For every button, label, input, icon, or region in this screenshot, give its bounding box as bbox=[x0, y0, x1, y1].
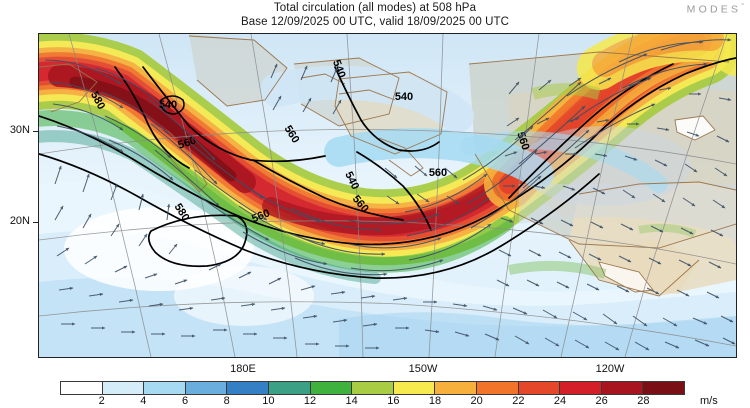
colorbar bbox=[60, 381, 685, 395]
colorbar-tick-16: 16 bbox=[387, 395, 400, 407]
colorbar-tick-20: 20 bbox=[470, 395, 483, 407]
colorbar-tick-10: 10 bbox=[262, 395, 275, 407]
svg-text:560: 560 bbox=[514, 130, 531, 151]
map-field-svg: 580 540 540 540 560 560 540 560 560 560 … bbox=[39, 34, 736, 357]
wind-grid-arrows bbox=[54, 63, 736, 351]
wind-vector-arrows bbox=[44, 38, 732, 276]
colorbar-scale bbox=[60, 381, 685, 395]
page-title: Total circulation (all modes) at 508 hPa bbox=[273, 2, 477, 14]
lat-tick-30n bbox=[33, 131, 38, 132]
svg-text:540: 540 bbox=[395, 91, 413, 103]
colorbar-tick-6: 6 bbox=[181, 395, 189, 407]
colorbar-tick-18: 18 bbox=[428, 395, 442, 407]
colorbar-cell-1 bbox=[102, 382, 145, 394]
colorbar-tick-labels: 2 4 6 8 10 12 14 16 18 20 22 24 26 28 bbox=[60, 395, 685, 408]
colorbar-cell-11 bbox=[518, 382, 561, 394]
modes-logo-mark: ° bbox=[741, 3, 744, 10]
colorbar-cell-14 bbox=[643, 382, 684, 394]
colorbar-cell-3 bbox=[185, 382, 228, 394]
axis-label-lat-30n: 30N bbox=[9, 124, 30, 136]
colorbar-cell-13 bbox=[601, 382, 644, 394]
colorbar-cell-2 bbox=[144, 382, 186, 394]
colorbar-tick-4: 4 bbox=[140, 395, 147, 407]
colorbar-cell-5 bbox=[268, 382, 311, 394]
graticule bbox=[39, 34, 736, 357]
colorbar-tick-12: 12 bbox=[303, 395, 317, 407]
colorbar-cell-7 bbox=[352, 382, 394, 394]
colorbar-tick-22: 22 bbox=[512, 395, 525, 407]
axis-label-lon-180e: 180E bbox=[230, 363, 256, 375]
modes-logo-text: MODES bbox=[686, 3, 742, 16]
colorbar-cell-0 bbox=[61, 382, 103, 394]
coastlines bbox=[39, 35, 736, 297]
colorbar-tick-14: 14 bbox=[345, 395, 358, 407]
map-canvas: 580 540 540 540 560 560 540 560 560 560 … bbox=[39, 34, 736, 357]
colorbar-tick-8: 8 bbox=[223, 395, 230, 407]
modes-logo: MODES° bbox=[687, 3, 744, 16]
colorbar-cell-9 bbox=[435, 382, 477, 394]
chart-title-block: Total circulation (all modes) at 508 hPa… bbox=[0, 1, 750, 29]
colorbar-cell-12 bbox=[560, 382, 602, 394]
height-contours bbox=[39, 57, 736, 279]
chart-subtitle: Base 12/09/2025 00 UTC, valid 18/09/2025… bbox=[240, 16, 510, 28]
axis-label-lon-120w: 120W bbox=[595, 363, 625, 375]
colorbar-cell-8 bbox=[393, 382, 436, 394]
colorbar-tick-28: 28 bbox=[637, 395, 650, 407]
colorbar-cell-4 bbox=[227, 382, 269, 394]
colorbar-tick-2: 2 bbox=[98, 395, 105, 407]
colorbar-tick-24: 24 bbox=[553, 395, 567, 407]
axis-label-lat-20n: 20N bbox=[9, 215, 30, 227]
axis-label-lon-150w: 150W bbox=[408, 363, 438, 375]
map-plot-area: 580 540 540 540 560 560 540 560 560 560 … bbox=[38, 33, 737, 358]
colorbar-cell-6 bbox=[310, 382, 353, 394]
svg-text:560: 560 bbox=[176, 135, 197, 152]
lat-tick-20n bbox=[33, 222, 38, 223]
colorbar-tick-26: 26 bbox=[595, 395, 608, 407]
colorbar-unit-label: m/s bbox=[700, 395, 718, 407]
svg-text:560: 560 bbox=[429, 167, 447, 179]
colorbar-cell-10 bbox=[476, 382, 519, 394]
